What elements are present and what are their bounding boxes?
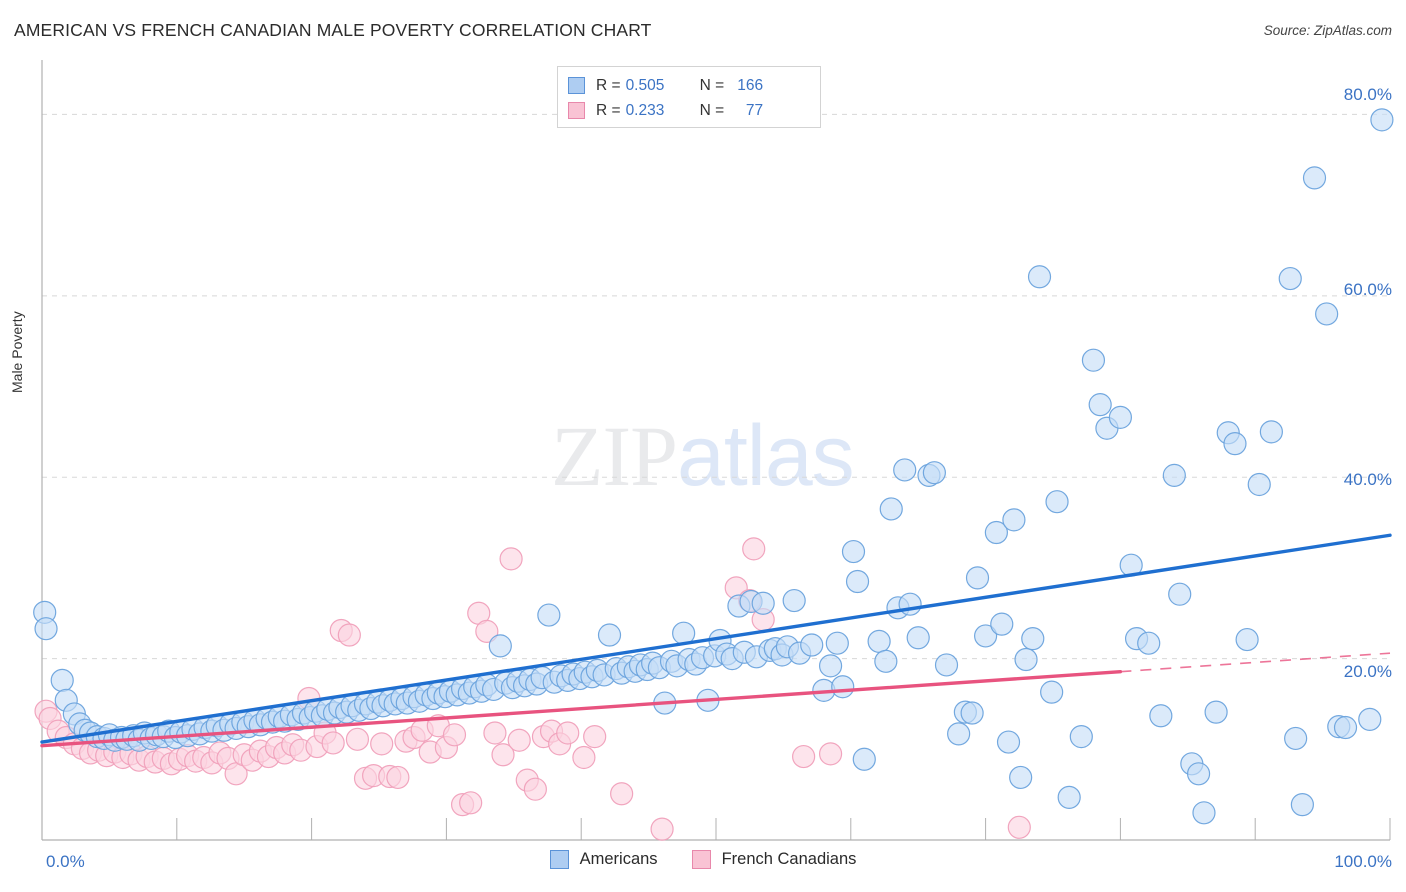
stats-row-french-canadians: R = 0.233 N = 77 — [568, 98, 810, 123]
x-tick-label-min: 0.0% — [46, 852, 85, 871]
series-swatch-french-canadians-icon — [568, 102, 585, 119]
y-tick-label-80: 80.0% — [1343, 85, 1392, 104]
scatter-points-americans — [33, 108, 1394, 825]
x-tick-label-max: 100.0% — [1334, 852, 1392, 871]
trendline-americans — [40, 533, 1392, 744]
n-value-french-canadians: 77 — [745, 101, 764, 119]
chart-legend: Americans French Canadians — [0, 850, 1406, 869]
y-tick-label-40: 40.0% — [1343, 470, 1392, 489]
y-tick-label-20: 20.0% — [1343, 662, 1392, 681]
scatter-points-french-canadians — [34, 537, 1031, 841]
correlation-stats-box: R = 0.505 N = 166 R = 0.233 N = 77 — [557, 66, 821, 128]
gridlines — [42, 113, 1390, 660]
n-label-french-canadians: N = — [699, 101, 725, 119]
trendline-french-canadians — [40, 652, 1391, 748]
legend-label-americans: Americans — [579, 850, 658, 868]
legend-swatch-french-canadians-icon — [691, 850, 711, 869]
legend-item-americans[interactable]: Americans — [549, 850, 658, 869]
x-axis-ticks — [41, 818, 1391, 840]
r-value-french-canadians: 0.233 — [625, 101, 665, 119]
source-attribution: Source: ZipAtlas.com — [1263, 23, 1392, 38]
n-value-americans: 166 — [737, 76, 764, 94]
stats-row-americans: R = 0.505 N = 166 — [568, 73, 810, 98]
y-tick-label-60: 60.0% — [1343, 280, 1392, 299]
series-swatch-americans-icon — [568, 77, 585, 94]
legend-label-french-canadians: French Canadians — [721, 850, 857, 868]
r-label-americans: R = — [596, 76, 621, 94]
legend-item-french-canadians[interactable]: French Canadians — [691, 850, 857, 869]
r-value-americans: 0.505 — [625, 76, 665, 94]
n-label-americans: N = — [699, 76, 725, 94]
legend-swatch-americans-icon — [549, 850, 569, 869]
page-title: AMERICAN VS FRENCH CANADIAN MALE POVERTY… — [14, 20, 652, 40]
r-label-french-canadians: R = — [596, 101, 621, 119]
